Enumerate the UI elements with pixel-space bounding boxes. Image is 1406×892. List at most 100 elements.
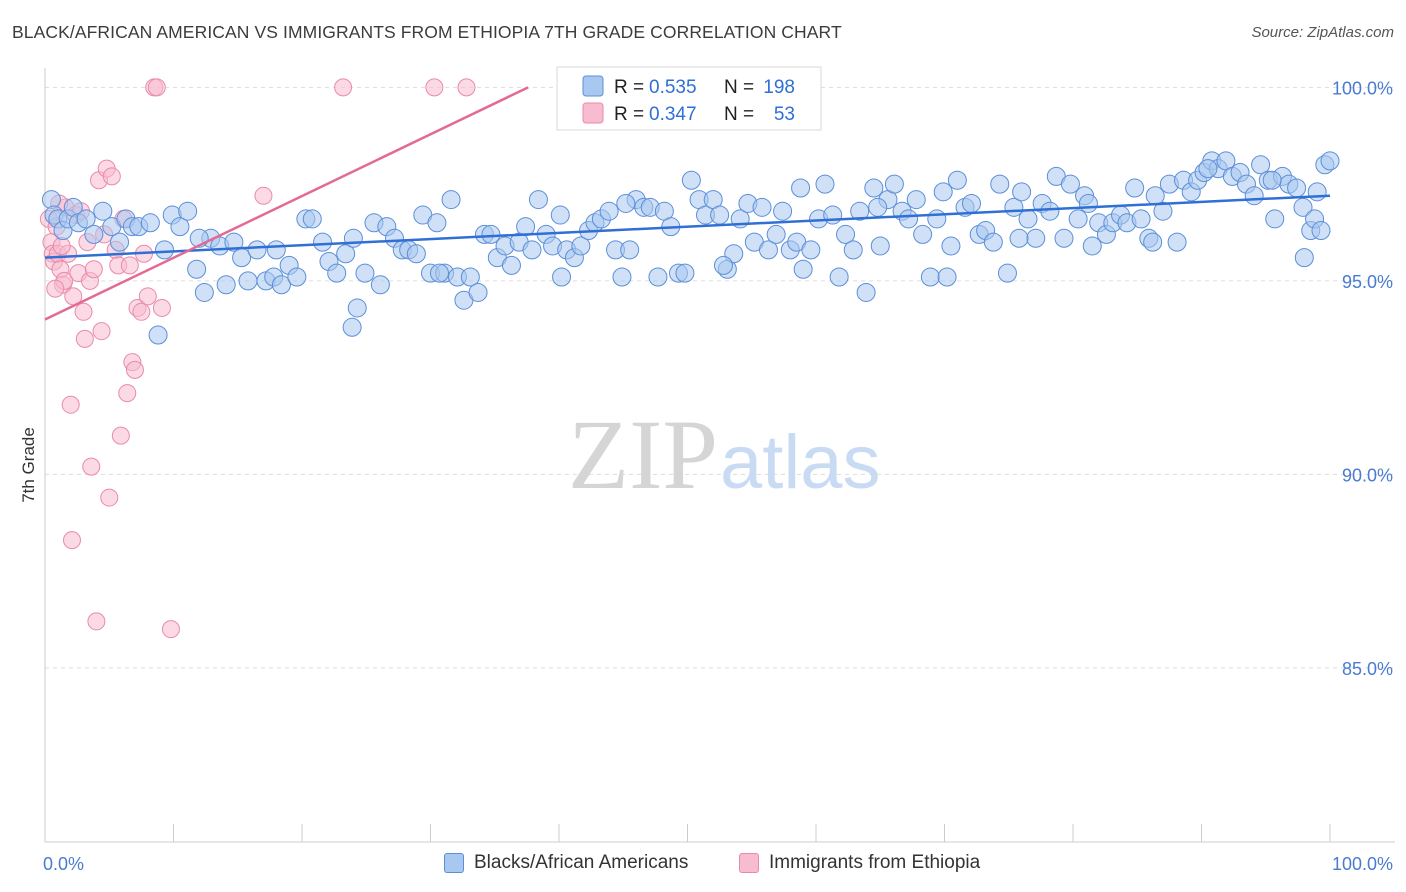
legend-item-ethiopia: Immigrants from Ethiopia <box>739 852 980 874</box>
black-point-80 <box>612 267 632 287</box>
bottom-legend: Blacks/African Americans Immigrants from… <box>0 852 1406 878</box>
black-point-115 <box>856 282 876 302</box>
black-point-67 <box>522 240 542 260</box>
black-point-159 <box>1167 232 1187 252</box>
black-point-58 <box>460 267 480 287</box>
ethiopia-point-18 <box>75 329 94 348</box>
black-point-53 <box>427 213 447 233</box>
y-axis-label: 7th Grade <box>19 427 38 503</box>
black-point-188 <box>1009 228 1029 248</box>
black-point-15 <box>140 213 160 233</box>
black-point-177 <box>1293 197 1313 217</box>
black-point-43 <box>355 263 375 283</box>
black-point-122 <box>906 190 926 210</box>
black-point-116 <box>864 178 884 198</box>
black-point-190 <box>1143 232 1163 252</box>
black-point-189 <box>1078 193 1098 213</box>
black-point-101 <box>758 240 778 260</box>
black-point-109 <box>815 174 835 194</box>
legend-swatch-black-bottom <box>444 853 464 873</box>
black-point-191 <box>1198 159 1218 179</box>
black-point-102 <box>766 224 786 244</box>
black-point-170 <box>1244 186 1264 206</box>
black-point-71 <box>550 205 570 225</box>
trend-lines <box>44 86 1331 321</box>
black-point-171 <box>1251 155 1271 175</box>
y-tick-label-0: 100.0% <box>1332 78 1393 98</box>
black-point-29 <box>247 240 267 260</box>
black-point-123 <box>913 224 933 244</box>
black-point-41 <box>342 317 362 337</box>
black-point-11 <box>110 232 130 252</box>
ethiopia-point-25 <box>92 322 111 341</box>
black-point-100 <box>752 197 772 217</box>
black-point-34 <box>287 267 307 287</box>
black-point-125 <box>927 209 947 229</box>
ethiopia-point-34 <box>118 384 137 403</box>
ethiopia-point-50 <box>46 279 65 298</box>
black-point-0 <box>41 190 61 210</box>
black-point-126 <box>933 182 953 202</box>
black-point-154 <box>1131 209 1151 229</box>
tick-labels: 100.0% 95.0% 90.0% 85.0% 0.0% 100.0% <box>43 78 1393 874</box>
ethiopia-point-37 <box>125 360 144 379</box>
black-point-135 <box>997 263 1017 283</box>
ethiopia-point-12 <box>62 531 81 550</box>
black-point-9 <box>93 201 113 221</box>
legend-n-value-1: 198 <box>763 77 795 98</box>
black-point-59 <box>468 282 488 302</box>
black-point-137 <box>1012 182 1032 202</box>
black-point-195 <box>1311 221 1331 241</box>
black-point-28 <box>238 271 258 291</box>
black-point-134 <box>990 174 1010 194</box>
ethiopia-point-29 <box>102 167 121 186</box>
ethiopia-point-23 <box>87 612 106 631</box>
black-point-17 <box>155 240 175 260</box>
black-point-7 <box>76 209 96 229</box>
black-point-179 <box>1307 182 1327 202</box>
black-point-22 <box>194 282 214 302</box>
black-point-138 <box>1018 209 1038 229</box>
legend-r-label-1: R = <box>614 77 644 98</box>
black-point-25 <box>216 275 236 295</box>
black-point-128 <box>947 170 967 190</box>
black-point-45 <box>370 275 390 295</box>
legend-n-value-2: 53 <box>774 104 795 125</box>
black-point-89 <box>675 263 695 283</box>
black-point-64 <box>501 255 521 275</box>
black-point-183 <box>616 193 636 213</box>
black-point-144 <box>1060 174 1080 194</box>
ethiopia-point-46 <box>254 186 273 205</box>
black-trend-line <box>44 194 1331 259</box>
black-point-42 <box>347 298 367 318</box>
black-point-117 <box>870 236 890 256</box>
black-point-78 <box>599 201 619 221</box>
legend-label-black: Blacks/African Americans <box>474 852 689 873</box>
black-point-193 <box>1294 248 1314 268</box>
black-point-74 <box>571 236 591 256</box>
black-point-26 <box>224 232 244 252</box>
black-point-173 <box>1265 209 1285 229</box>
ethiopia-point-45 <box>161 620 180 639</box>
black-point-124 <box>920 267 940 287</box>
ethiopia-point-49 <box>457 78 476 97</box>
black-point-111 <box>829 267 849 287</box>
black-point-103 <box>773 201 793 221</box>
black-point-85 <box>648 267 668 287</box>
black-points <box>41 151 1340 345</box>
black-point-153 <box>1125 178 1145 198</box>
black-point-61 <box>481 224 501 244</box>
ethiopia-point-47 <box>334 78 353 97</box>
y-tick-label-1: 95.0% <box>1342 272 1393 292</box>
legend-swatch-ethiopia <box>582 102 604 124</box>
source-label: Source: ZipAtlas.com <box>1251 24 1394 41</box>
black-point-68 <box>528 190 548 210</box>
black-point-130 <box>961 193 981 213</box>
black-point-94 <box>710 205 730 225</box>
legend-r-value-2: 0.347 <box>649 104 697 125</box>
black-point-32 <box>271 275 291 295</box>
black-point-147 <box>1082 236 1102 256</box>
black-point-114 <box>850 201 870 221</box>
black-point-185 <box>791 178 811 198</box>
ethiopia-point-17 <box>74 302 93 321</box>
